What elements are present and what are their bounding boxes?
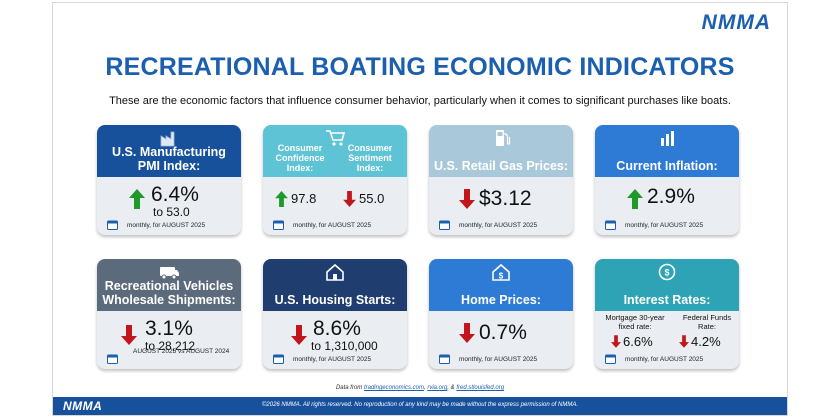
card-body: 6.4% to 53.0 monthly, for AUGUST 2025 [97,177,241,235]
indicator-subvalue: to 53.0 [153,205,190,219]
card-title: U.S. Manufacturing PMI Index: [112,145,226,173]
data-source: Data from tradingeconomics.com, rvia.org… [53,385,787,391]
card-consumer-indices: Consumer Confidence Index: Consumer Sent… [263,125,407,235]
source-separator: , & [447,385,455,391]
arrow-down-icon [611,335,621,348]
card-body: $3.12 monthly, for AUGUST 2025 [429,177,573,235]
arrow-down-icon [679,335,689,348]
rv-icon [160,267,179,280]
calendar-icon [439,354,450,364]
card-body: 2.9% monthly, for AUGUST 2025 [595,177,739,235]
indicator-value: 8.6% [313,317,361,340]
card-interest-rates: $ Interest Rates: Mortgage 30-year fixed… [595,259,739,369]
source-separator: , [423,385,426,391]
arrow-up-icon [275,191,288,207]
period-label: monthly, for AUGUST 2025 [459,222,538,229]
arrow-down-icon [121,325,137,345]
card-title: Recreational Vehicles Wholesale Shipment… [102,279,236,307]
calendar-icon [273,354,284,364]
card-header: Recreational Vehicles Wholesale Shipment… [97,259,241,311]
period-label: monthly, for AUGUST 2025 [293,222,372,229]
arrow-down-icon [459,189,475,209]
card-housing-starts: U.S. Housing Starts: 8.6% to 1,310,000 m… [263,259,407,369]
mortgage-rate-label: Mortgage 30-year fixed rate: [605,313,665,331]
period-label: monthly, for AUGUST 2025 [293,356,372,363]
card-rv-shipments: Recreational Vehicles Wholesale Shipment… [97,259,241,369]
indicator-value: 2.9% [647,185,695,208]
period-label: monthly, for AUGUST 2025 [625,222,704,229]
card-header: U.S. Retail Gas Prices: [429,125,573,177]
card-title: Current Inflation: [616,159,718,173]
svg-text:$: $ [664,268,669,278]
house-dollar-icon: $ [492,263,510,281]
card-title: Interest Rates: [623,293,711,307]
card-gas-prices: U.S. Retail Gas Prices: $3.12 monthly, f… [429,125,573,235]
factory-icon [160,131,175,147]
card-title: U.S. Housing Starts: [274,293,396,307]
svg-text:$: $ [499,272,504,281]
shopping-cart-icon [326,130,346,146]
gas-pump-icon [496,130,511,146]
card-header: $ Interest Rates: [595,259,739,311]
arrow-down-icon [291,325,307,345]
consumer-confidence-value: 97.8 [291,191,317,206]
consumer-sentiment-label: Consumer Sentiment Index: [347,143,393,173]
indicator-value: 0.7% [479,321,527,344]
bar-chart-icon [661,131,674,146]
federal-funds-label: Federal Funds Rate: [682,313,732,331]
card-body: 3.1% to 28,212 AUGUST 2025 vs AUGUST 202… [97,311,241,369]
copyright-notice: ©2026 NMMA. All rights reserved. No repr… [262,402,578,408]
calendar-icon [107,354,118,364]
period-label: monthly, for AUGUST 2025 [127,222,206,229]
card-home-prices: $ Home Prices: 0.7% monthly, for AUGUST … [429,259,573,369]
mortgage-rate-value: 6.6% [623,334,653,349]
calendar-icon [107,220,118,230]
card-title: U.S. Retail Gas Prices: [433,159,569,173]
slide: NMMA RECREATIONAL BOATING ECONOMIC INDIC… [52,2,788,416]
card-inflation: Current Inflation: 2.9% monthly, for AUG… [595,125,739,235]
card-body: 97.8 55.0 monthly, for AUGUST 2025 [263,177,407,235]
footer-bar: NMMA ©2026 NMMA. All rights reserved. No… [53,397,787,415]
card-header: $ Home Prices: [429,259,573,311]
coin-icon: $ [658,263,676,281]
period-label: monthly, for AUGUST 2025 [459,356,538,363]
card-header: U.S. Manufacturing PMI Index: [97,125,241,177]
period-label: AUGUST 2025 vs AUGUST 2024 [133,348,230,355]
indicator-value: 3.1% [145,317,193,340]
arrow-up-icon [129,189,145,209]
card-header: U.S. Housing Starts: [263,259,407,311]
arrow-up-icon [627,189,643,209]
card-body: Mortgage 30-year fixed rate: Federal Fun… [595,311,739,369]
card-title: Home Prices: [461,293,541,307]
calendar-icon [273,220,284,230]
arrow-down-icon [459,323,475,343]
calendar-icon [605,354,616,364]
card-header: Current Inflation: [595,125,739,177]
federal-funds-value: 4.2% [691,334,721,349]
source-link-tradingeconomics[interactable]: tradingeconomics.com [363,385,424,391]
period-label: monthly, for AUGUST 2025 [625,356,704,363]
arrow-down-icon [343,191,356,207]
indicator-value: $3.12 [479,187,532,210]
page-subtitle: These are the economic factors that infl… [109,95,731,107]
consumer-confidence-label: Consumer Confidence Index: [275,143,325,173]
card-header: Consumer Confidence Index: Consumer Sent… [263,125,407,177]
source-prefix: Data from [335,385,363,391]
consumer-sentiment-value: 55.0 [359,191,385,206]
calendar-icon [605,220,616,230]
card-body: 8.6% to 1,310,000 monthly, for AUGUST 20… [263,311,407,369]
nmma-footer-logo: NMMA [63,399,103,413]
indicator-subvalue: to 1,310,000 [311,339,378,353]
card-pmi: U.S. Manufacturing PMI Index: 6.4% to 53… [97,125,241,235]
house-icon [326,263,344,281]
source-link-rvia[interactable]: rvia.org [427,385,448,391]
page-title: RECREATIONAL BOATING ECONOMIC INDICATORS [105,53,735,81]
card-body: 0.7% monthly, for AUGUST 2025 [429,311,573,369]
calendar-icon [439,220,450,230]
nmma-logo: NMMA [701,11,771,34]
indicator-value: 6.4% [151,183,199,206]
source-link-fred[interactable]: fred.stlouisfed.org [456,385,505,391]
indicator-subvalue: to 28,212 [145,339,196,353]
